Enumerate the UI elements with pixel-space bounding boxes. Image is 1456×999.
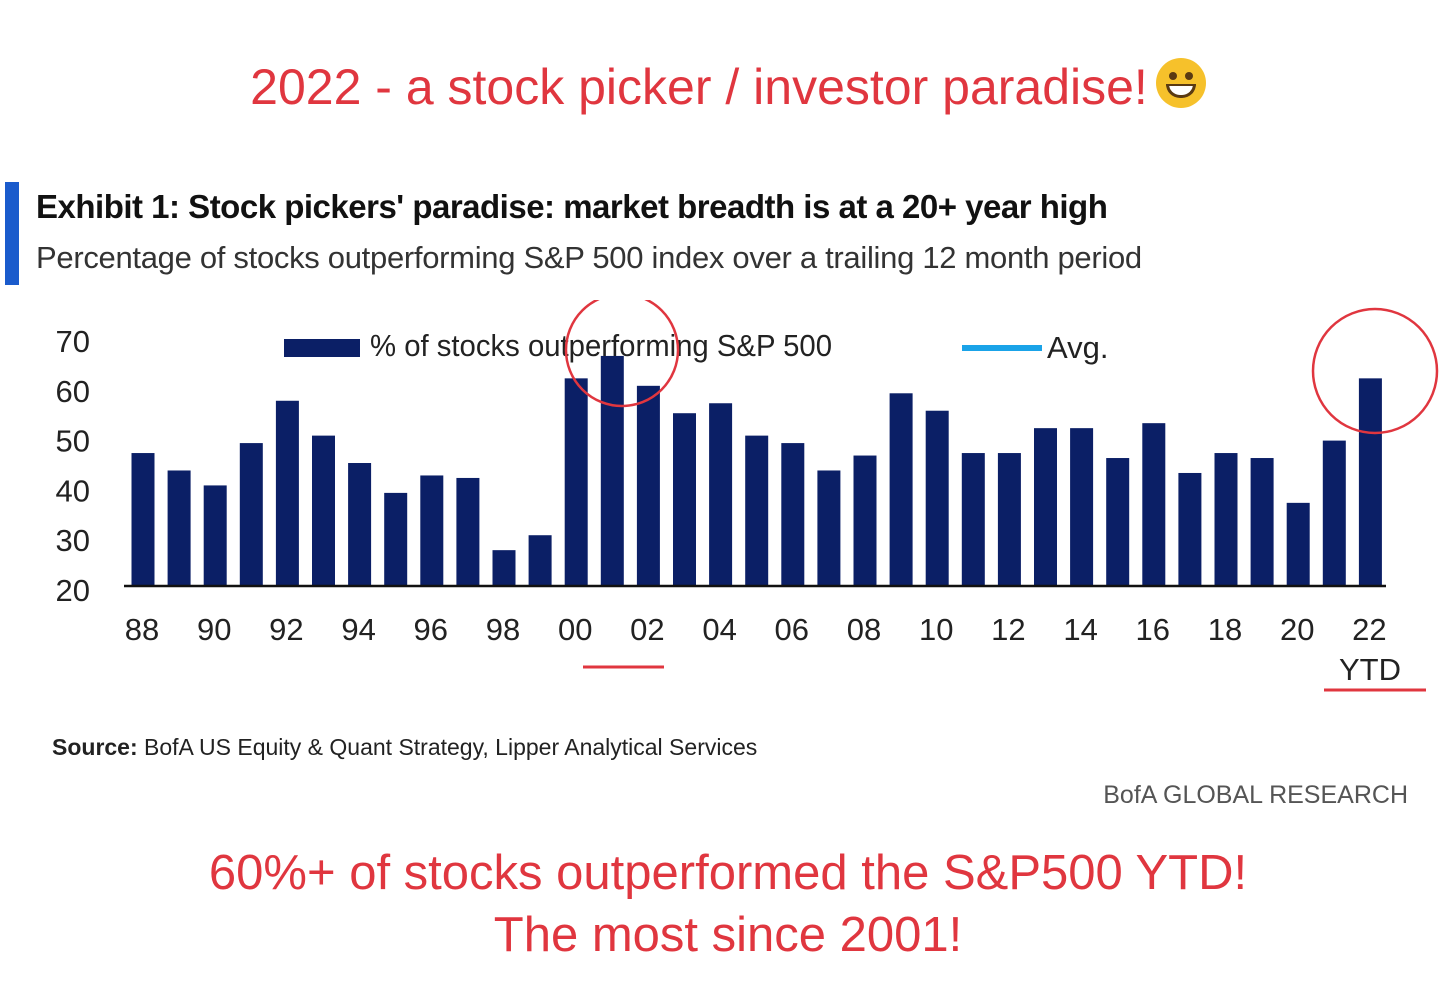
x-axis-ticks: 88 90 92 94 96 98 00 02 04 06 08 10 12 14 16 18 20 22	[125, 612, 1387, 647]
x-tick-label: 18	[1208, 612, 1242, 647]
source-label: Source:	[52, 734, 138, 760]
bar-2017	[1178, 472, 1202, 586]
bar-1995	[384, 492, 408, 586]
x-tick-label: 04	[702, 612, 736, 647]
ytd-label: YTD	[1339, 652, 1401, 687]
y-tick-label: 20	[56, 573, 90, 608]
bar-2005	[745, 435, 769, 586]
bar-1994	[348, 463, 372, 586]
bar-2019	[1250, 458, 1274, 586]
bar-2007	[817, 470, 841, 586]
x-tick-label: 96	[414, 612, 448, 647]
chart-legend: % of stocks outperforming S&P 500 Avg.	[284, 328, 1108, 365]
y-tick-label: 30	[56, 523, 90, 558]
bar-1993	[312, 435, 335, 586]
bar-1992	[275, 400, 299, 586]
annotations	[564, 300, 1439, 692]
x-tick-label: 94	[341, 612, 375, 647]
bar-2006	[781, 443, 805, 586]
bar-2010	[925, 410, 949, 586]
bar-2022-ytd	[1358, 378, 1382, 586]
x-tick-label: 08	[847, 612, 881, 647]
bar-1988	[131, 453, 155, 586]
grinning-face-icon	[1155, 58, 1206, 108]
x-tick-label: 22	[1352, 612, 1386, 647]
bar-2012	[997, 453, 1021, 586]
legend-series-label: % of stocks outperforming S&P 500	[370, 328, 832, 363]
bottom-headline-line2: The most since 2001!	[493, 908, 963, 962]
y-tick-label: 60	[56, 374, 90, 409]
exhibit-accent-bar	[5, 182, 19, 285]
bar-2002	[636, 385, 660, 586]
x-tick-label: 06	[775, 612, 809, 647]
x-tick-label: 14	[1063, 612, 1097, 647]
top-headline-text: 2022 - a stock picker / investor paradis…	[250, 59, 1148, 115]
annotation-circle-2001	[564, 300, 680, 408]
bar-2013	[1034, 428, 1057, 586]
bar-2000	[564, 378, 588, 586]
source-text: BofA US Equity & Quant Strategy, Lipper …	[137, 734, 758, 760]
bar-1997	[456, 477, 480, 586]
bar-1998	[492, 550, 516, 586]
brand-label: BofA GLOBAL RESEARCH	[1103, 781, 1408, 809]
bar-2008	[853, 455, 877, 586]
y-tick-label: 40	[56, 473, 90, 508]
x-tick-label: 20	[1280, 612, 1314, 647]
bar-2011	[961, 453, 985, 586]
exhibit-title: Exhibit 1: Stock pickers' paradise: mark…	[36, 188, 1108, 225]
bar-chart: 20 30 40 50 60 70 88 90 92 94 96 98 00 02 04 06 08 10 12 1…	[56, 300, 1439, 692]
bar-2004	[709, 403, 733, 586]
exhibit-subtitle: Percentage of stocks outperforming S&P 5…	[36, 240, 1142, 275]
bar-2021	[1322, 440, 1346, 586]
bars	[131, 355, 1382, 586]
legend-avg-label: Avg.	[1047, 330, 1108, 365]
bar-2015	[1106, 458, 1130, 586]
x-tick-label: 12	[991, 612, 1025, 647]
bar-2018	[1214, 453, 1238, 586]
x-tick-label: 88	[125, 612, 159, 647]
x-tick-label: 16	[1136, 612, 1170, 647]
y-axis-ticks: 20 30 40 50 60 70	[56, 324, 90, 608]
x-tick-label: 92	[269, 612, 303, 647]
x-tick-label: 98	[486, 612, 520, 647]
bar-2009	[889, 393, 913, 586]
x-tick-label: 00	[558, 612, 592, 647]
bar-2016	[1142, 423, 1166, 586]
legend-bar-swatch	[284, 339, 360, 357]
bottom-headline-line1: 60%+ of stocks outperformed the S&P500 Y…	[208, 846, 1248, 900]
top-headline: 2022 - a stock picker / investor paradis…	[0, 58, 1456, 116]
bar-2003	[673, 413, 696, 586]
bar-1990	[203, 485, 227, 586]
bar-2014	[1070, 428, 1094, 586]
annotation-circle-2022	[1311, 307, 1439, 435]
bar-2001	[600, 355, 624, 586]
bar-1989	[167, 470, 191, 586]
bar-1996	[420, 475, 444, 586]
y-tick-label: 50	[56, 424, 90, 459]
x-tick-label: 02	[630, 612, 664, 647]
bar-2020	[1286, 502, 1310, 586]
source-note: Source: BofA US Equity & Quant Strategy,…	[52, 734, 757, 761]
x-tick-label: 10	[919, 612, 953, 647]
bar-1991	[239, 443, 263, 586]
bar-1999	[528, 535, 552, 586]
x-tick-label: 90	[197, 612, 231, 647]
y-tick-label: 70	[56, 324, 90, 359]
